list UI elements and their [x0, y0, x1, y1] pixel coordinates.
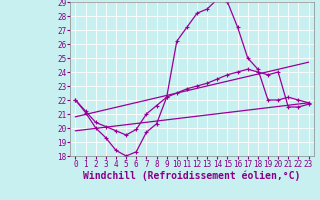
X-axis label: Windchill (Refroidissement éolien,°C): Windchill (Refroidissement éolien,°C) [83, 171, 301, 181]
